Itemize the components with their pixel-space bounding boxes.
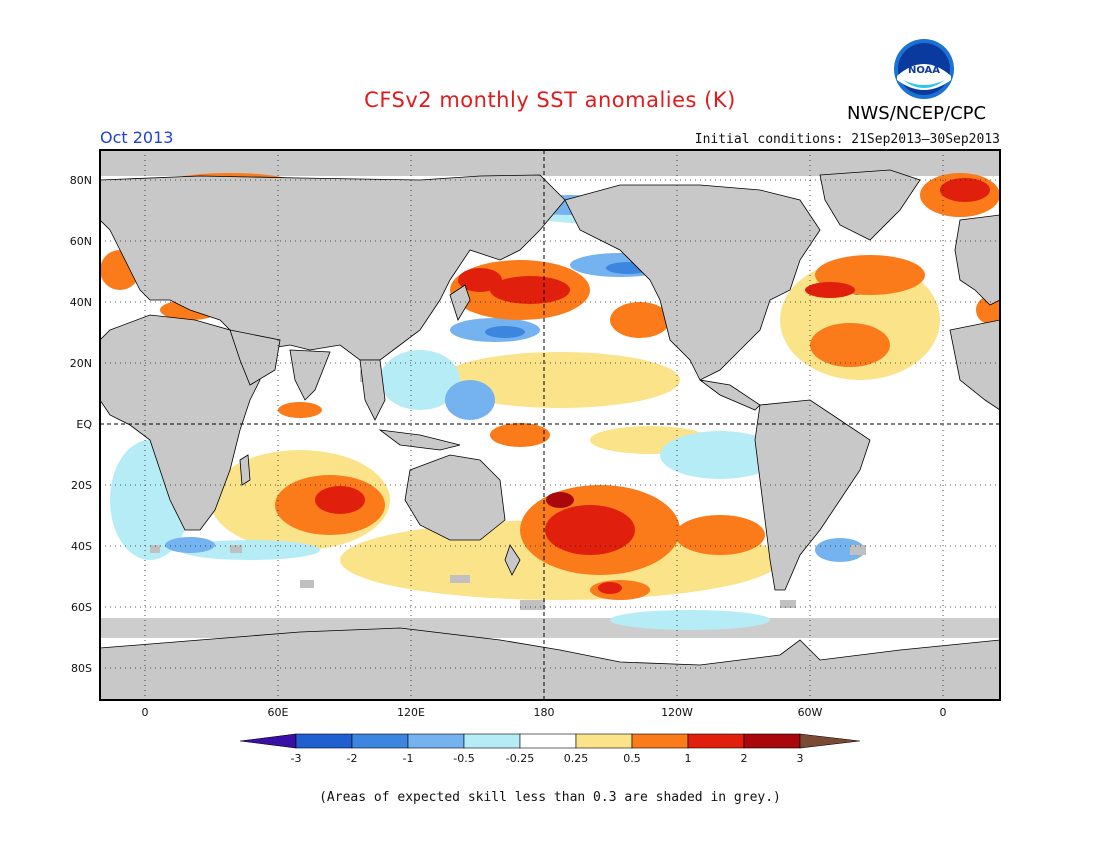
australia <box>404 454 506 541</box>
lon-label: 0 <box>142 706 149 719</box>
colorbar-tick: 1 <box>685 752 692 765</box>
india <box>289 349 331 401</box>
north-america <box>564 184 821 381</box>
colorbar-tick: -2 <box>347 752 358 765</box>
graticule <box>100 150 1000 700</box>
equator-dateline <box>100 150 1000 700</box>
initial-conditions: Initial conditions: 21Sep2013–30Sep2013 <box>694 132 1000 147</box>
japan <box>449 284 471 321</box>
chart-title: CFSv2 monthly SST anomalies (K) <box>364 88 736 112</box>
noaa-logo: NOAA <box>894 39 954 99</box>
arctic-low-skill <box>100 150 1000 176</box>
colorbar-swatch <box>687 733 745 749</box>
colorbar-swatch <box>799 733 861 749</box>
lat-label: 80S <box>71 662 92 675</box>
colorbar-tick: 3 <box>797 752 804 765</box>
colorbar-labels: -3 -2 -1 -0.5 -0.25 0.25 0.5 1 2 3 <box>291 752 804 765</box>
lon-label: 120W <box>661 706 693 719</box>
lat-label: 20N <box>70 357 92 370</box>
colorbar-tick: -1 <box>403 752 414 765</box>
lat-labels: 80N 60N 40N 20N EQ 20S 40S 60S 80S <box>70 174 93 675</box>
colorbar-swatch <box>351 733 409 749</box>
colorbar-tick: -0.25 <box>506 752 534 765</box>
colorbar-tick: 0.25 <box>564 752 589 765</box>
lat-label: 20S <box>71 479 92 492</box>
lat-label: 60S <box>71 601 92 614</box>
lon-labels: 0 60E 120E 180 120W 60W 0 <box>142 706 947 719</box>
southern-low-skill <box>100 618 1000 638</box>
central-america <box>699 379 761 411</box>
lat-label: 60N <box>70 235 92 248</box>
lon-label: 60E <box>268 706 289 719</box>
se-asia <box>359 359 386 421</box>
lat-label: 40S <box>71 540 92 553</box>
colorbar-tick: -0.5 <box>453 752 474 765</box>
colorbar-swatch <box>575 733 633 749</box>
south-america <box>754 399 871 591</box>
lat-label: EQ <box>76 418 92 431</box>
skill-footnote: (Areas of expected skill less than 0.3 a… <box>319 790 781 805</box>
colorbar-swatch <box>407 733 465 749</box>
lat-label: 80N <box>70 174 92 187</box>
colorbar-swatch <box>743 733 801 749</box>
colorbar <box>239 733 861 749</box>
colorbar-swatch <box>519 733 577 749</box>
arabia <box>229 329 281 386</box>
madagascar <box>239 454 251 486</box>
colorbar-tick: -3 <box>291 752 302 765</box>
colorbar-swatch <box>463 733 521 749</box>
new-zealand <box>504 544 521 576</box>
noaa-logo-text: NOAA <box>908 65 940 76</box>
colorbar-tick: 0.5 <box>623 752 641 765</box>
map-frame <box>99 149 1001 701</box>
lon-label: 60W <box>798 706 823 719</box>
indonesia <box>378 429 461 451</box>
lat-label: 40N <box>70 296 92 309</box>
colorbar-swatch <box>239 733 297 749</box>
europe-wrap <box>954 214 1000 306</box>
colorbar-swatch <box>295 733 353 749</box>
agency-label: NWS/NCEP/CPC <box>847 103 987 124</box>
lon-label: 180 <box>534 706 555 719</box>
forecast-month: Oct 2013 <box>100 128 174 147</box>
antarctica <box>100 627 1000 700</box>
colorbar-tick: 2 <box>741 752 748 765</box>
land-masses <box>100 169 1000 700</box>
lon-label: 0 <box>940 706 947 719</box>
africa-wrap <box>949 319 1000 411</box>
lon-label: 120E <box>397 706 425 719</box>
colorbar-swatch <box>631 733 689 749</box>
greenland <box>819 169 921 241</box>
